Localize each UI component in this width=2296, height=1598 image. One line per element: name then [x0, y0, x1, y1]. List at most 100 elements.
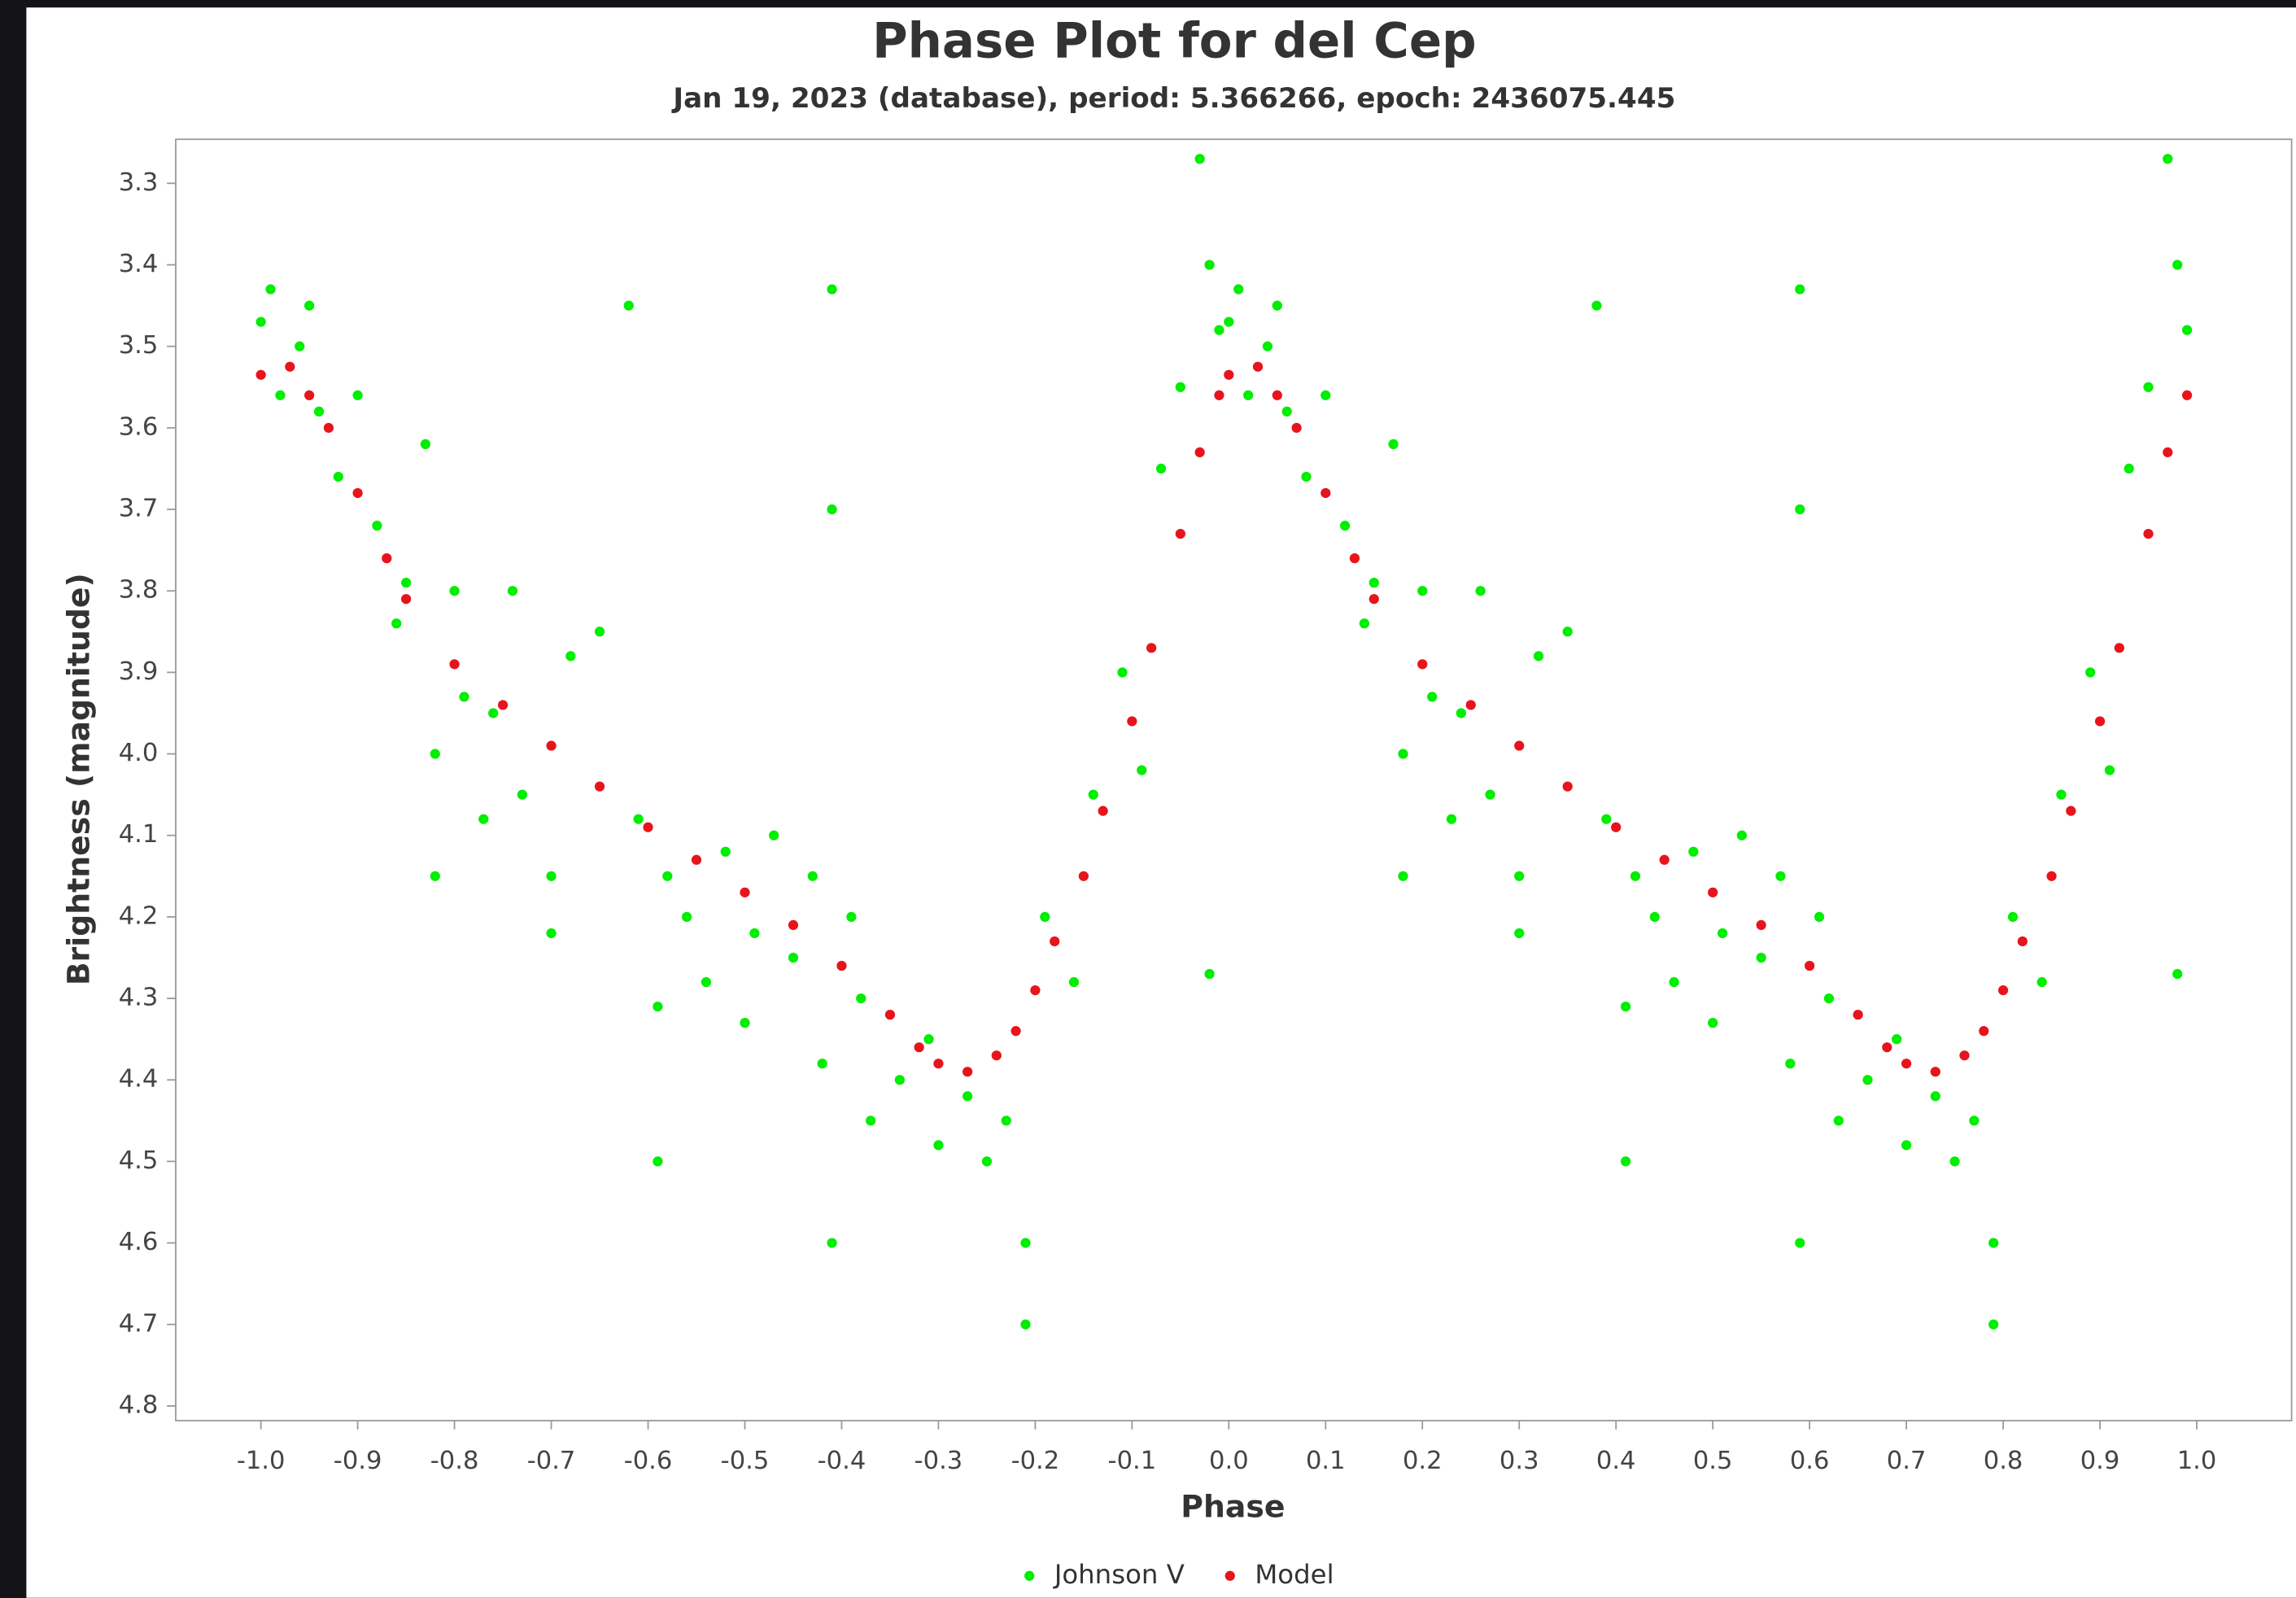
- data-point: [1997, 985, 2009, 996]
- y-tick-label: 3.9: [119, 657, 159, 686]
- data-point: [2036, 976, 2047, 988]
- data-point: [1892, 1034, 1902, 1045]
- data-point: [1320, 487, 1331, 499]
- x-axis-label: Phase: [1181, 1488, 1285, 1524]
- data-point: [382, 553, 392, 564]
- data-point: [1591, 300, 1602, 311]
- data-point: [1795, 1238, 1805, 1248]
- data-point: [1630, 871, 1641, 881]
- data-point: [255, 317, 266, 327]
- data-point: [546, 928, 557, 939]
- data-point: [1882, 1042, 1892, 1053]
- data-point: [400, 594, 412, 605]
- data-point: [352, 390, 363, 400]
- data-point: [1775, 871, 1786, 881]
- x-tick-label: 0.3: [1499, 1447, 1539, 1475]
- data-point: [546, 871, 557, 881]
- data-point: [681, 911, 692, 923]
- x-tick-label: 0.0: [1209, 1447, 1249, 1475]
- data-point: [2163, 154, 2173, 164]
- data-point: [1795, 504, 1805, 515]
- data-point: [2066, 806, 2076, 816]
- data-point: [2056, 789, 2067, 800]
- data-point: [1214, 325, 1224, 335]
- data-point: [846, 911, 857, 923]
- data-point: [2017, 936, 2028, 947]
- data-point: [1194, 154, 1205, 164]
- data-point: [1708, 1018, 1718, 1028]
- data-point: [1930, 1067, 1940, 1077]
- y-tick-label: 4.1: [119, 820, 159, 849]
- x-tick-label: -0.8: [430, 1447, 479, 1475]
- x-tick-label: 0.1: [1306, 1447, 1346, 1475]
- data-point: [1194, 447, 1205, 458]
- data-point: [827, 504, 837, 515]
- data-point: [1359, 618, 1370, 629]
- data-point: [1272, 300, 1282, 311]
- data-point: [633, 814, 644, 824]
- data-point: [740, 1018, 750, 1028]
- data-point: [1785, 1059, 1796, 1069]
- x-tick-label: -0.5: [721, 1447, 770, 1475]
- y-tick-label: 4.5: [119, 1146, 159, 1175]
- data-point: [304, 300, 315, 311]
- data-point: [2143, 382, 2154, 392]
- data-point: [749, 928, 760, 939]
- data-point: [1669, 976, 1679, 988]
- data-point: [1514, 928, 1525, 939]
- data-point: [1117, 667, 1128, 678]
- data-point: [430, 749, 440, 759]
- data-point: [2172, 968, 2183, 980]
- data-point: [2181, 390, 2193, 400]
- data-point: [507, 586, 518, 596]
- data-point: [1001, 1116, 1011, 1126]
- y-tick-label: 4.7: [119, 1309, 159, 1338]
- data-point: [497, 700, 509, 710]
- data-point: [594, 781, 605, 792]
- data-point: [1175, 528, 1185, 539]
- data-point: [856, 993, 866, 1004]
- x-tick-label: -0.4: [818, 1447, 866, 1475]
- legend-label: Johnson V: [1053, 1559, 1185, 1590]
- data-point: [1659, 854, 1670, 865]
- data-point: [449, 586, 460, 596]
- data-point: [788, 919, 799, 931]
- data-point: [923, 1034, 934, 1045]
- data-point: [1068, 976, 1080, 988]
- data-point: [1175, 382, 1185, 392]
- data-point: [1805, 960, 1815, 971]
- data-point: [653, 1001, 663, 1012]
- data-point: [1620, 1156, 1631, 1167]
- data-point: [1252, 361, 1264, 372]
- x-tick-label: 0.7: [1887, 1447, 1927, 1475]
- data-point: [1853, 1009, 1863, 1020]
- data-point: [1078, 871, 1089, 881]
- data-point: [1088, 789, 1098, 800]
- y-tick-label: 3.5: [119, 331, 159, 360]
- y-tick-label: 3.6: [119, 413, 159, 441]
- legend-label: Model: [1255, 1559, 1334, 1590]
- data-point: [740, 887, 750, 897]
- data-point: [962, 1067, 973, 1077]
- data-point: [1339, 520, 1351, 531]
- data-point: [1098, 806, 1108, 816]
- data-point: [769, 830, 779, 840]
- y-tick-label: 4.3: [119, 984, 159, 1012]
- data-point: [1988, 1319, 1999, 1329]
- x-tick-label: 1.0: [2177, 1447, 2217, 1475]
- data-point: [1601, 814, 1612, 824]
- data-point: [352, 487, 363, 499]
- data-point: [1320, 390, 1331, 400]
- data-point: [295, 341, 305, 351]
- data-point: [1020, 1319, 1031, 1329]
- x-tick-label: 0.4: [1596, 1447, 1636, 1475]
- data-point: [594, 627, 605, 637]
- data-point: [2181, 325, 2193, 335]
- data-point: [1708, 887, 1718, 897]
- data-point: [1611, 822, 1622, 832]
- data-point: [1862, 1075, 1873, 1085]
- data-point: [1349, 553, 1360, 564]
- data-point: [817, 1059, 827, 1069]
- data-point: [275, 390, 286, 400]
- data-point: [1533, 651, 1544, 661]
